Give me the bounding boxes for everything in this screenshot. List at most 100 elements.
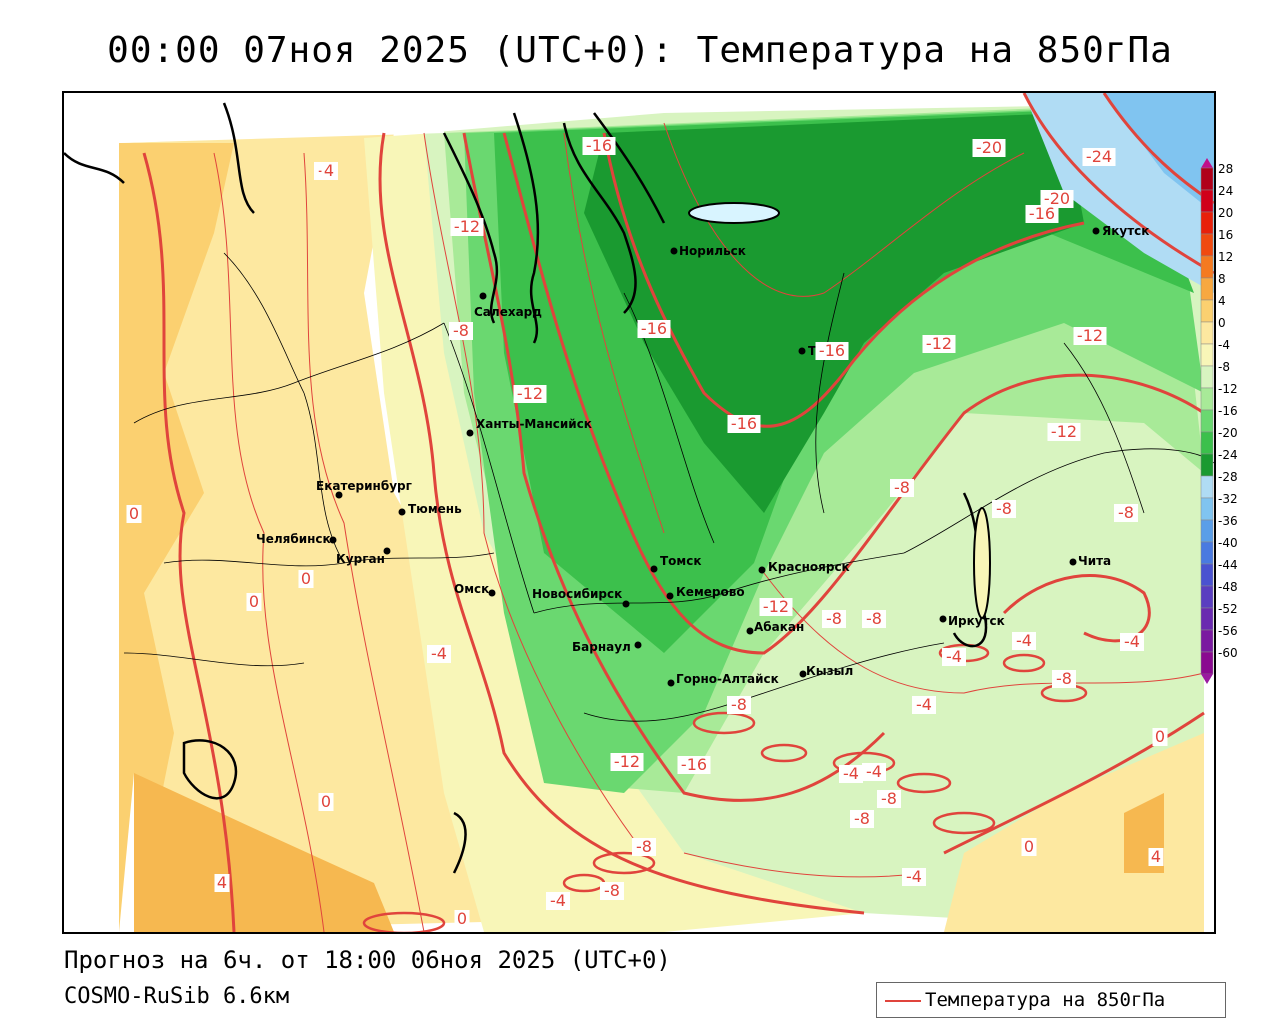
svg-text:4: 4 (1151, 847, 1161, 866)
isotherm-label: -16 (582, 136, 616, 155)
colorbar-swatch (1200, 167, 1214, 191)
isotherm-label: -8 (862, 609, 886, 628)
city-krasnoyarsk: Красноярск (758, 560, 850, 574)
isotherm-label: -8 (877, 789, 901, 808)
isotherm-label: -8 (449, 321, 473, 340)
svg-text:-16: -16 (641, 319, 667, 338)
svg-text:-16: -16 (1029, 204, 1055, 223)
isotherm-label: -12 (610, 752, 644, 771)
svg-text:-12: -12 (1077, 326, 1103, 345)
isotherm-label: -16 (815, 341, 849, 360)
legend-label: Температура на 850гПа (925, 989, 1166, 1011)
outside-domain-northwest (64, 93, 444, 932)
colorbar-tick-label: 8 (1218, 272, 1226, 286)
colorbar-tick-label: -52 (1218, 602, 1238, 616)
colorbar-tick-label: -12 (1218, 382, 1238, 396)
isotherm-label: -4 (942, 647, 966, 666)
svg-text:-12: -12 (763, 597, 789, 616)
colorbar-tick-label: -32 (1218, 492, 1238, 506)
colorbar-tick-label: -8 (1218, 360, 1230, 374)
isotherm-label: 0 (126, 504, 142, 523)
svg-text:0: 0 (129, 504, 139, 523)
isotherm-contours (142, 93, 1214, 932)
isotherm-label: -12 (513, 384, 547, 403)
isotherm-label: -12 (1047, 422, 1081, 441)
colorbar-tick-label: -44 (1218, 558, 1238, 572)
svg-text:-8: -8 (996, 499, 1012, 518)
isotherm-label: -12 (759, 597, 793, 616)
svg-text:0: 0 (1155, 727, 1165, 746)
city-chita: Чита (1069, 554, 1111, 568)
isotherm-label: -12 (450, 217, 484, 236)
svg-text:0: 0 (321, 792, 331, 811)
field-light-orange (64, 133, 864, 932)
svg-text:-4: -4 (906, 867, 922, 886)
colorbar-tick-label: 16 (1218, 228, 1233, 242)
svg-text:Екатеринбург: Екатеринбург (316, 479, 412, 493)
city-norilsk: Норильск (670, 244, 746, 258)
svg-text:-8: -8 (894, 478, 910, 497)
colorbar-swatch (1200, 607, 1214, 631)
city-abakan: Абакан (746, 620, 804, 635)
city-chelyabinsk: Челябинск (256, 532, 337, 546)
colorbar-swatch (1200, 387, 1214, 411)
svg-text:Горно-Алтайск: Горно-Алтайск (676, 672, 779, 686)
city-barnaul: Барнаул (572, 640, 642, 654)
svg-text:-8: -8 (866, 609, 882, 628)
city-gorno-altaysk: Горно-Алтайск (667, 672, 779, 687)
svg-text:-8: -8 (826, 609, 842, 628)
isotherm-label: -4 (862, 762, 886, 781)
isotherm-label: -4 (1012, 631, 1036, 650)
svg-text:-8: -8 (453, 321, 469, 340)
isotherm-label: -8 (822, 609, 846, 628)
svg-text:-12: -12 (1051, 422, 1077, 441)
svg-text:0: 0 (301, 569, 311, 588)
coastlines (64, 102, 988, 874)
temperature-colorbar: 28 24 20 16 12 8 4 0 -4 -8 -12 -16 -20 -24 -28 -32 -36 -4… (1200, 158, 1238, 684)
svg-text:-12: -12 (517, 384, 543, 403)
colorbar-swatch (1200, 321, 1214, 345)
svg-text:-16: -16 (731, 414, 757, 433)
svg-text:Чита: Чита (1078, 554, 1111, 568)
colorbar-tick-label: 24 (1218, 184, 1233, 198)
svg-text:-4: -4 (866, 762, 882, 781)
city-tyumen: Тюмень (398, 502, 462, 516)
isotherm-label: 4 (214, 873, 230, 892)
svg-text:0: 0 (249, 592, 259, 611)
colorbar-swatch (1200, 299, 1214, 323)
svg-text:-16: -16 (681, 755, 707, 774)
svg-text:Барнаул: Барнаул (572, 640, 631, 654)
svg-text:-12: -12 (614, 752, 640, 771)
colorbar-boxes (1200, 158, 1214, 684)
isotherm-label: -4 (839, 764, 863, 783)
colorbar-tick-label: 4 (1218, 294, 1226, 308)
colorbar-tick-label: 20 (1218, 206, 1233, 220)
svg-text:-12: -12 (926, 334, 952, 353)
isotherm-label: -20 (972, 138, 1006, 157)
isotherm-label: -8 (1114, 503, 1138, 522)
colorbar-swatch (1200, 255, 1214, 279)
svg-text:-16: -16 (819, 341, 845, 360)
city-yekaterinburg: Екатеринбург (316, 479, 412, 499)
colorbar-swatch (1200, 211, 1214, 235)
field-warm-orange-west (119, 143, 234, 932)
isotherm-label: -4 (427, 644, 451, 663)
field-pale-green-southeast (884, 563, 1204, 813)
colorbar-swatch (1200, 189, 1214, 213)
map-legend: Температура на 850гПа (876, 982, 1226, 1018)
city-kemerovo: Кемерово (666, 585, 745, 600)
city-irkutsk: Иркутск (939, 614, 1005, 628)
svg-text:-4: -4 (1124, 632, 1140, 651)
colorbar-swatch (1200, 541, 1214, 565)
svg-text:Курган: Курган (336, 552, 385, 566)
colorbar-tick-label: 0 (1218, 316, 1226, 330)
isotherm-label: -12 (922, 334, 956, 353)
isotherm-label: -12 (1073, 326, 1107, 345)
svg-text:Якутск: Якутск (1102, 224, 1149, 238)
admin-borders (123, 252, 1214, 722)
city-novosibirsk: Новосибирск (532, 587, 630, 608)
colorbar-swatch (1200, 519, 1214, 543)
svg-text:Томск: Томск (660, 554, 702, 568)
svg-text:-4: -4 (843, 764, 859, 783)
svg-text:-4: -4 (916, 695, 932, 714)
